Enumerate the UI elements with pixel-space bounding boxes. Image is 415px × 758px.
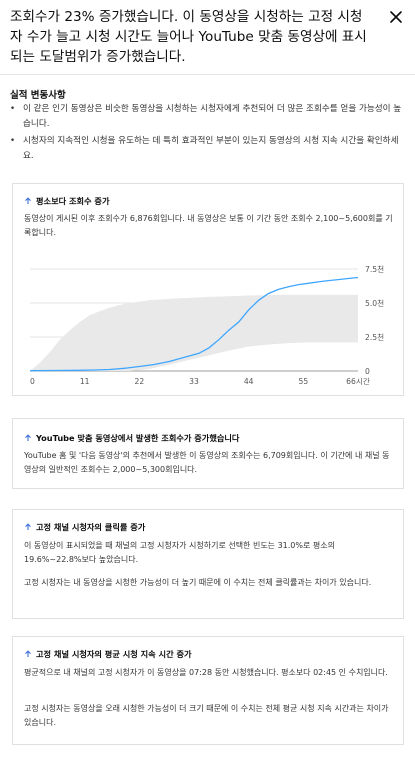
recommended-card-title-text: YouTube 맞춤 동영상에서 발생한 조회수가 증가했습니다 — [36, 433, 240, 443]
x-tick-label: 0 — [30, 377, 35, 386]
x-tick-label: 55 — [298, 377, 308, 386]
typical-range-band — [30, 294, 358, 371]
bullet-item: 시청자의 지속적인 시청을 유도하는 데 특히 효과적인 부분이 있는지 동영상… — [10, 134, 405, 164]
y-tick-label: 2.5천 — [365, 332, 384, 342]
insight-title: 조회수가 23% 증가했습니다. 이 동영상을 시청하는 고정 시청자 수가 늘… — [10, 9, 367, 65]
section-title-actual-changes: 실적 변동사항 — [10, 90, 66, 101]
actual-changes-list: 이 같은 인기 동영상은 비슷한 동영상을 시청하는 시청자에게 추천되어 더 … — [10, 102, 405, 166]
views-line — [29, 276, 359, 372]
views-chart: 0 2.5천 5.0천 7.5천 0 11 22 33 44 55 66시간 — [29, 264, 384, 386]
x-tick-label: 11 — [80, 377, 90, 386]
watch-time-card-note: 고정 시청자는 동영상을 오래 시청한 가능성이 더 크기 때문에 이 수치는 … — [24, 704, 389, 727]
watch-time-card-title-text: 고정 채널 시청자의 평균 시청 지속 시간 증가 — [36, 649, 192, 659]
ctr-card-note: 고정 시청자는 내 동영상을 시청한 가능성이 더 높기 때문에 이 수치는 전… — [24, 578, 372, 587]
y-tick-label: 5.0천 — [365, 298, 384, 308]
arrow-up-icon — [25, 434, 31, 441]
ctr-card-body: 이 동영상이 표시되었을 때 채널의 고정 시청자가 시청하기로 선택한 빈도는… — [24, 541, 335, 564]
recommended-card-body: YouTube 홈 및 '다음 동영상'의 추천에서 발생한 이 동영상의 조회… — [24, 451, 390, 474]
arrow-up-icon — [25, 523, 31, 530]
y-tick-label: 0 — [365, 367, 370, 376]
insight-header: 조회수가 23% 증가했습니다. 이 동영상을 시청하는 고정 시청자 수가 늘… — [0, 0, 415, 74]
bullet-item: 이 같은 인기 동영상은 비슷한 동영상을 시청하는 시청자에게 추천되어 더 … — [10, 102, 405, 132]
watch-time-card-title: 고정 채널 시청자의 평균 시청 지속 시간 증가 — [24, 648, 192, 660]
recommended-card-title: YouTube 맞춤 동영상에서 발생한 조회수가 증가했습니다 — [24, 432, 239, 444]
recommended-views-card: YouTube 맞춤 동영상에서 발생한 조회수가 증가했습니다 YouTube… — [12, 418, 404, 489]
x-axis-ticks: 0 11 22 33 44 55 66시간 — [30, 376, 370, 386]
watch-time-card-body: 평균적으로 내 채널의 고정 시청자가 이 동영상을 07:28 동안 시청했습… — [24, 668, 388, 677]
header-divider — [0, 74, 415, 75]
watch-time-card: 고정 채널 시청자의 평균 시청 지속 시간 증가 평균적으로 내 채널의 고정… — [12, 636, 404, 745]
y-axis-ticks: 0 2.5천 5.0천 7.5천 — [365, 264, 384, 376]
arrow-up-icon — [25, 650, 31, 657]
close-icon[interactable] — [388, 9, 404, 25]
views-card-body: 동영상이 게시된 이후 조회수가 6,876회입니다. 내 동영상은 보통 이 … — [24, 214, 393, 237]
x-tick-label: 66시간 — [346, 376, 370, 386]
views-card-title-text: 평소보다 조회수 증가 — [36, 196, 110, 206]
ctr-card-title: 고정 채널 시청자의 클릭률 증가 — [24, 521, 145, 533]
arrow-up-icon — [25, 197, 31, 204]
x-tick-label: 44 — [244, 377, 254, 386]
views-card: 평소보다 조회수 증가 동영상이 게시된 이후 조회수가 6,876회입니다. … — [12, 183, 404, 396]
ctr-card: 고정 채널 시청자의 클릭률 증가 이 동영상이 표시되었을 때 채널의 고정 … — [12, 509, 404, 619]
y-tick-label: 7.5천 — [365, 264, 384, 274]
x-tick-label: 33 — [189, 377, 199, 386]
x-tick-label: 22 — [134, 377, 144, 386]
ctr-card-title-text: 고정 채널 시청자의 클릭률 증가 — [36, 522, 146, 532]
views-card-title: 평소보다 조회수 증가 — [24, 195, 110, 207]
